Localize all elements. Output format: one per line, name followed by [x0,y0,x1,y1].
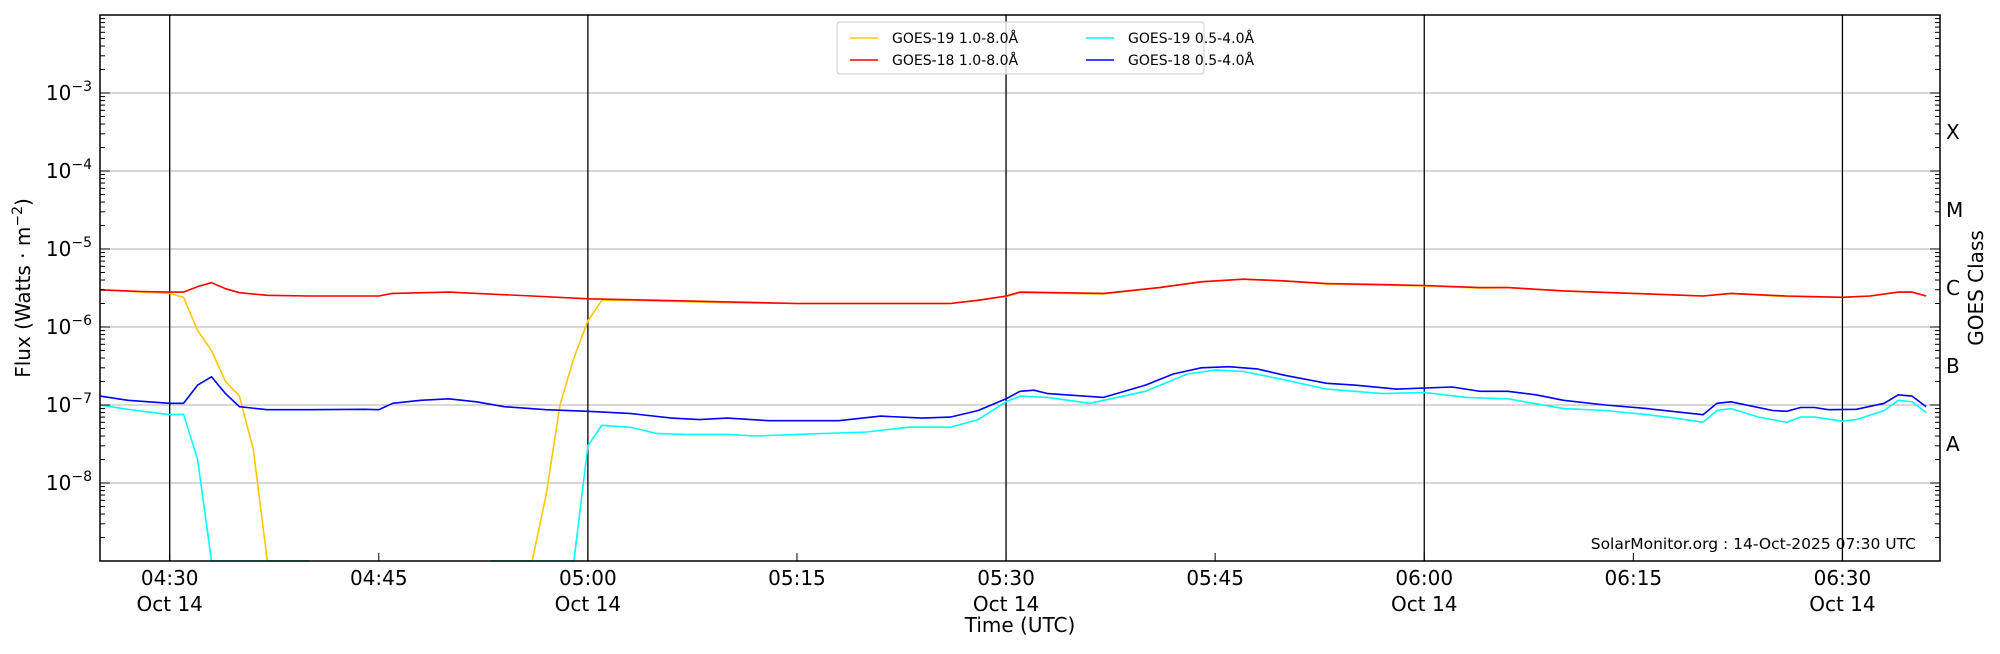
series-line [490,278,1927,562]
y-tick-base: 10 [46,237,71,261]
day-hour-lines [169,15,1844,561]
y-tick-label: 10−8 [46,469,92,495]
x-tick-date: Oct 14 [137,592,203,616]
x-tick-label: 06:00 [1395,566,1453,590]
goes-class-labels: X M C B A [1946,120,1963,456]
series-goes-19-0-5-4-0- [99,369,1927,562]
x-tick-date: Oct 14 [973,592,1039,616]
series-line [99,365,1927,422]
x-tick-label: 06:30 [1814,566,1872,590]
series-line [99,278,1927,305]
series-lines [99,278,1927,562]
x-tick-date: Oct 14 [555,592,621,616]
y-tick-exponent: −3 [71,79,92,95]
y-axis-right-label: GOES Class [1964,230,1988,346]
goes-class-a: A [1946,432,1960,456]
y-tick-label: 10−7 [46,391,92,417]
y-tick-base: 10 [46,471,71,495]
y-tick-label: 10−5 [46,235,92,261]
legend-box [836,21,1205,75]
y-tick-label: 10−3 [46,79,92,105]
x-tick-label: 06:15 [1605,566,1663,590]
x-tick-label: 05:00 [559,566,617,590]
x-tick-date: Oct 14 [1809,592,1875,616]
legend-item: GOES-18 1.0-8.0Å [850,52,1018,69]
legend-label: GOES-18 1.0-8.0Å [892,52,1018,69]
x-axis-label: Time (UTC) [964,613,1076,637]
y-tick-base: 10 [46,159,71,183]
y-tick-base: 10 [46,393,71,417]
series-goes-19-1-0-8-0- [99,278,1927,562]
goes-class-b: B [1946,354,1960,378]
x-tick-label: 05:30 [977,566,1035,590]
legend-item: GOES-19 1.0-8.0Å [850,30,1018,47]
legend-item: GOES-19 0.5-4.0Å [1086,30,1254,47]
y-axis-ticks: 10−310−410−510−610−710−8 [46,18,1940,562]
goes-class-x: X [1946,120,1960,144]
series-line [99,289,310,562]
y-tick-label: 10−6 [46,313,92,339]
y-tick-exponent: −8 [71,469,92,485]
x-tick-date: Oct 14 [1391,592,1457,616]
y-tick-exponent: −6 [71,313,92,329]
goes-class-m: M [1946,198,1963,222]
legend-label: GOES-18 0.5-4.0Å [1128,52,1254,69]
y-tick-exponent: −5 [71,235,92,251]
grid [100,92,1940,484]
series-line [490,369,1927,562]
series-goes-18-1-0-8-0- [99,278,1927,305]
series-goes-18-0-5-4-0- [99,365,1927,422]
x-tick-label: 04:30 [141,566,199,590]
y-tick-label: 10−4 [46,157,92,183]
y-axis-label: Flux (Watts · m−2) [10,198,35,378]
legend: GOES-19 1.0-8.0Å GOES-18 1.0-8.0Å GOES-19 … [836,21,1254,75]
y-tick-base: 10 [46,81,71,105]
legend-item: GOES-18 0.5-4.0Å [1086,52,1254,69]
x-tick-label: 05:45 [1186,566,1244,590]
goes-class-c: C [1946,276,1960,300]
plot-frame [99,14,1941,562]
x-tick-label: 05:15 [768,566,826,590]
y-tick-base: 10 [46,315,71,339]
y-tick-exponent: −4 [71,157,92,173]
x-tick-label: 04:45 [350,566,408,590]
legend-label: GOES-19 1.0-8.0Å [892,30,1018,47]
y-tick-exponent: −7 [71,391,92,407]
legend-label: GOES-19 0.5-4.0Å [1128,30,1254,47]
watermark: SolarMonitor.org : 14-Oct-2025 07:30 UTC [1591,535,1916,553]
